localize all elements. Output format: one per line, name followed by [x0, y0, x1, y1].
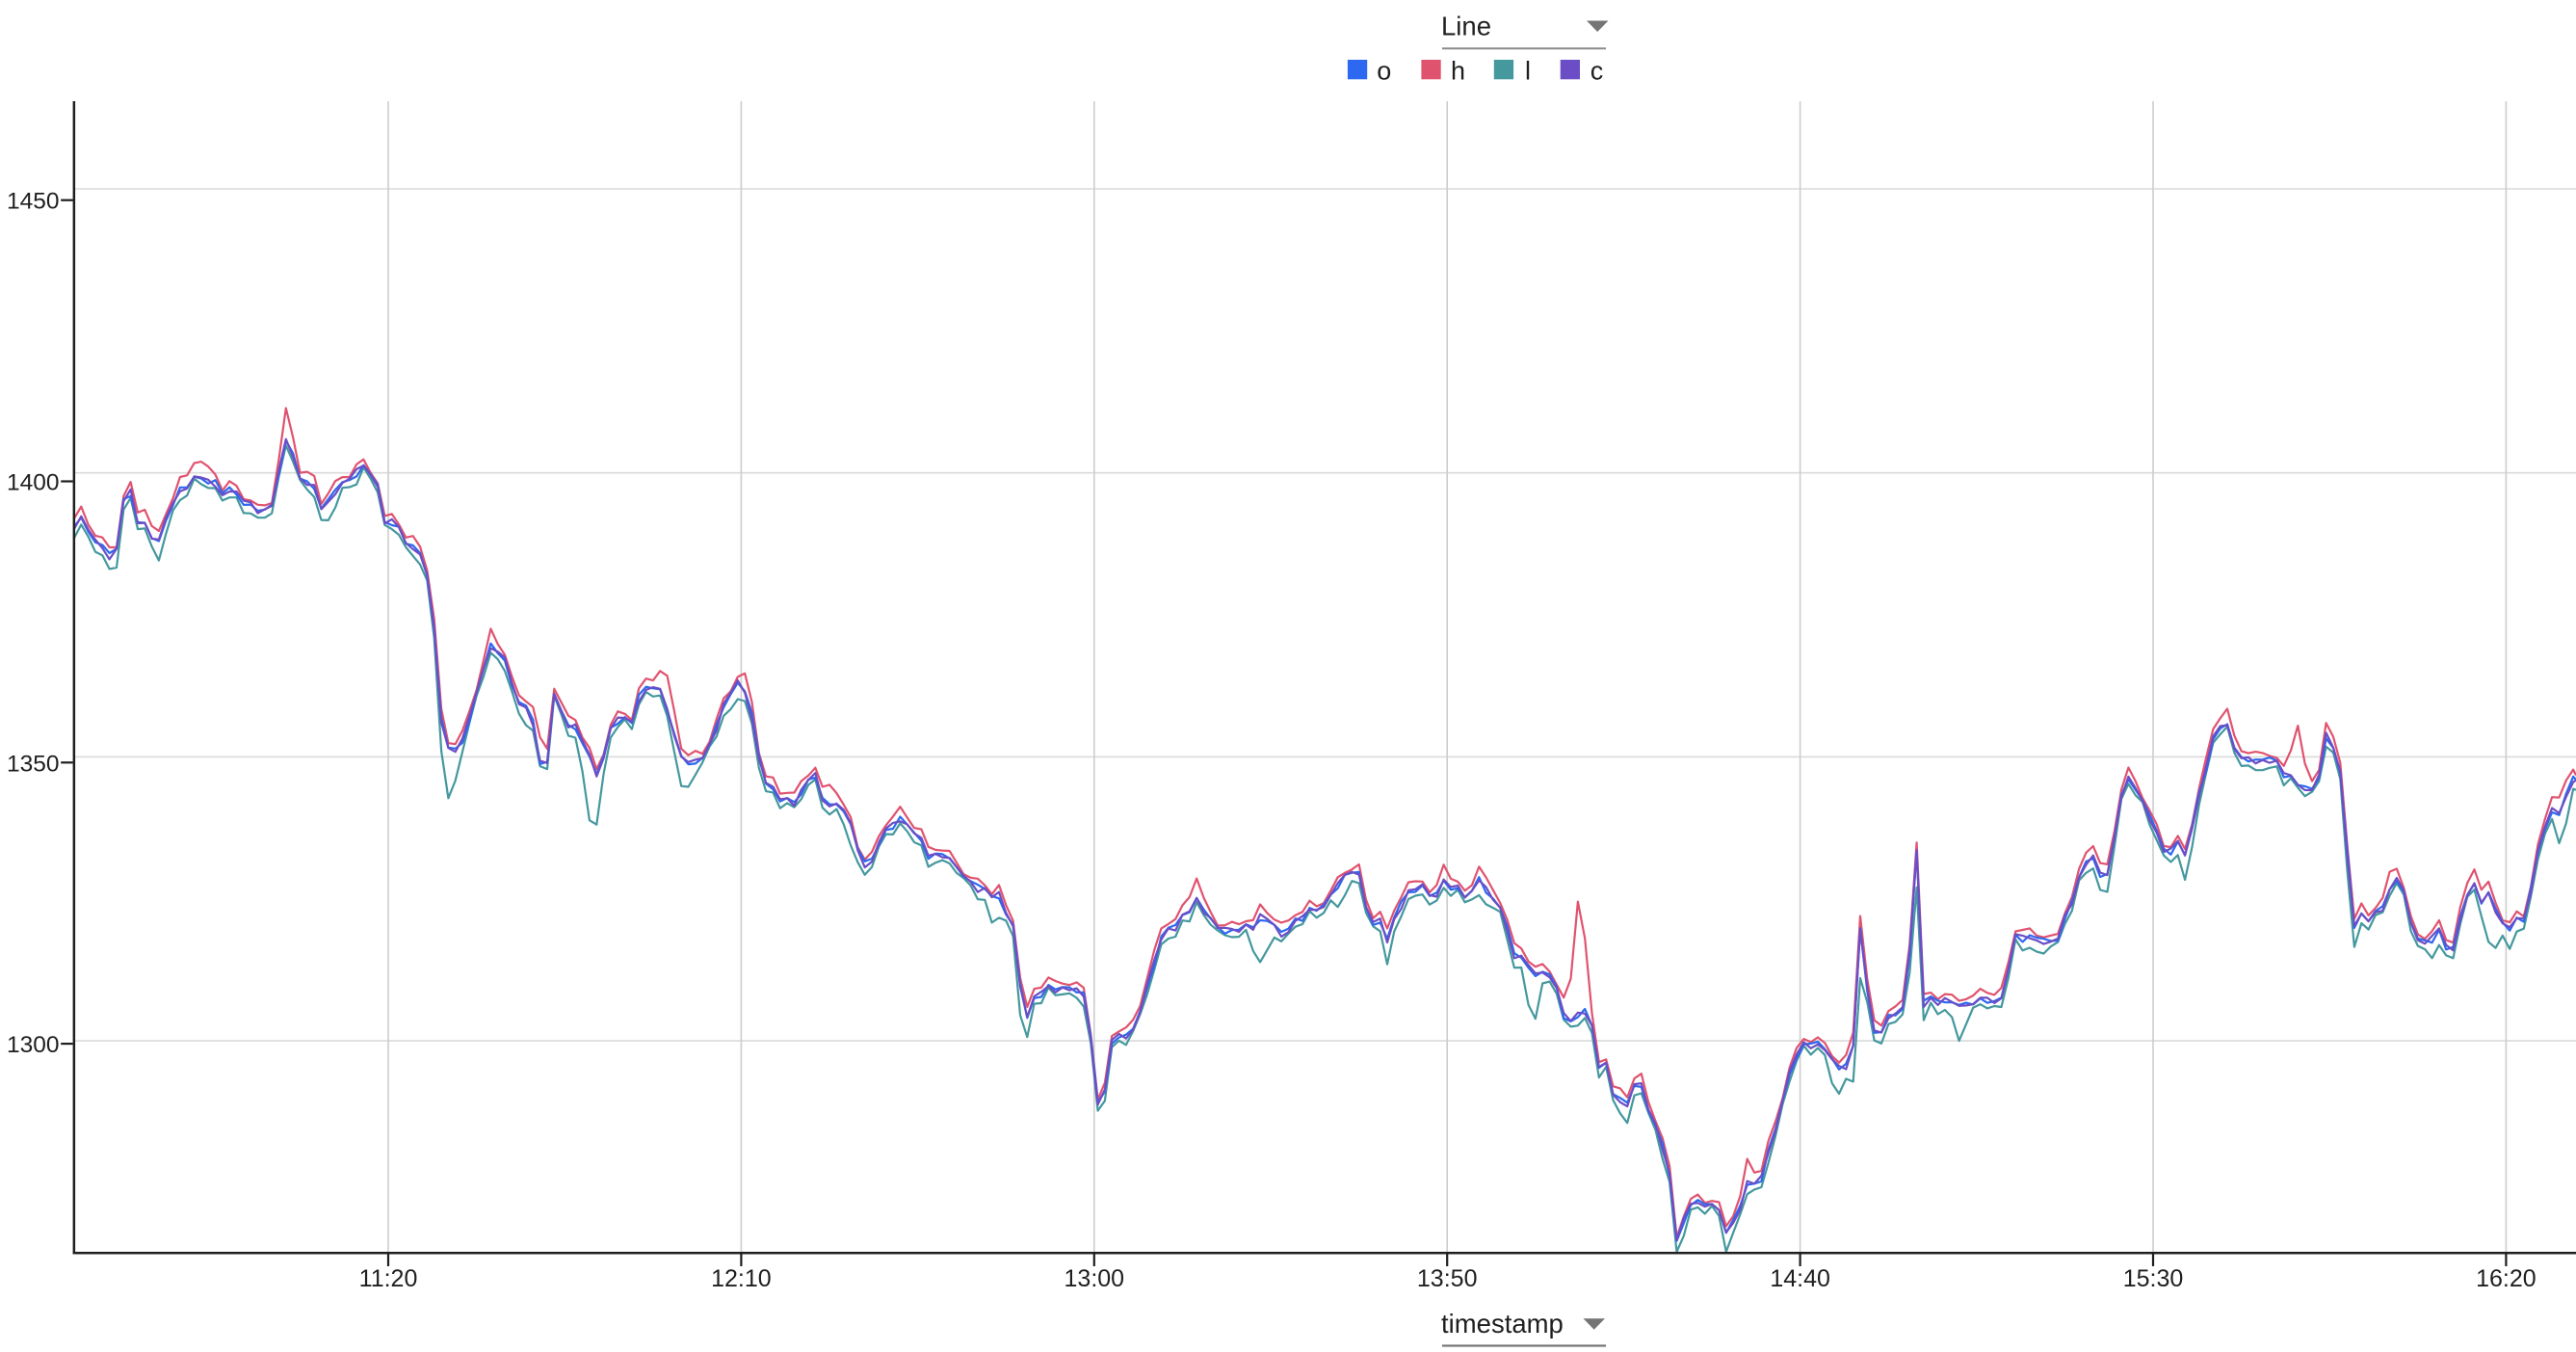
- svg-text:14:40: 14:40: [1770, 1265, 1830, 1292]
- svg-text:1350: 1350: [7, 751, 60, 777]
- svg-text:16:20: 16:20: [2476, 1265, 2537, 1292]
- svg-text:15:30: 15:30: [2123, 1265, 2184, 1292]
- svg-text:Line: Line: [1441, 12, 1491, 41]
- svg-text:timestamp: timestamp: [1441, 1309, 1564, 1339]
- svg-text:1300: 1300: [7, 1032, 60, 1058]
- svg-text:1400: 1400: [7, 470, 60, 496]
- svg-text:11:20: 11:20: [359, 1265, 418, 1292]
- svg-text:l: l: [1525, 56, 1531, 85]
- svg-text:13:00: 13:00: [1065, 1265, 1125, 1292]
- svg-text:h: h: [1451, 56, 1465, 85]
- svg-text:c: c: [1590, 56, 1604, 85]
- svg-text:12:10: 12:10: [711, 1265, 772, 1292]
- svg-text:o: o: [1377, 56, 1391, 85]
- svg-text:13:50: 13:50: [1417, 1265, 1478, 1292]
- svg-text:1450: 1450: [7, 189, 60, 215]
